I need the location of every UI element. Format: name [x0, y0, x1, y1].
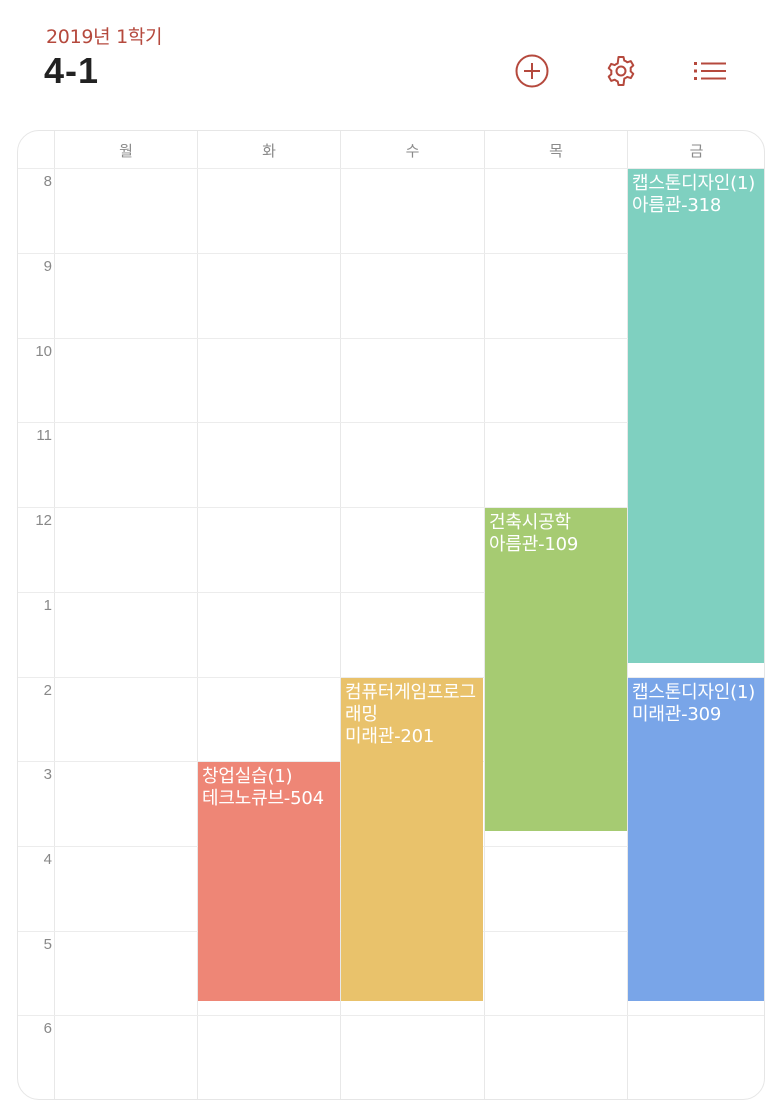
hour-label: 3	[43, 766, 52, 783]
course-block-startup-tue[interactable]: 창업실습(1) 테크노큐브-504	[198, 762, 340, 1001]
course-block-capstone-fri-pm[interactable]: 캡스톤디자인(1) 미래관-309	[628, 678, 764, 1001]
course-title: 캡스톤디자인(1)	[632, 682, 756, 703]
course-room: 아름관-318	[632, 195, 722, 216]
course-block-capstone-fri-am[interactable]: 캡스톤디자인(1) 아름관-318	[628, 169, 764, 663]
day-header-tue: 화	[262, 141, 276, 160]
course-room: 테크노큐브-504	[202, 788, 324, 809]
hour-label: 2	[43, 682, 52, 699]
hour-label: 9	[43, 258, 52, 275]
course-title: 창업실습(1)	[202, 766, 293, 787]
hour-label: 4	[43, 851, 52, 868]
timetable-grid: 월 화 수 목 금 8 9 10 11 12 1 2 3 4 5 6 캡스톤디자…	[17, 130, 765, 1100]
day-header-thu: 목	[549, 141, 563, 160]
hour-label: 5	[43, 936, 52, 953]
day-header-wed: 수	[405, 141, 420, 160]
hour-label: 11	[36, 427, 52, 444]
add-course-button[interactable]	[513, 52, 551, 90]
course-title: 캡스톤디자인(1)	[632, 173, 756, 194]
course-block-construction-thu[interactable]: 건축시공학 아름관-109	[485, 508, 627, 831]
course-room: 미래관-201	[345, 726, 435, 747]
day-header-mon: 월	[119, 141, 133, 160]
semester-label: 2019년 1학기	[46, 26, 163, 48]
hour-label: 6	[43, 1020, 52, 1037]
course-title: 컴퓨터게임프로그래밍	[345, 682, 476, 725]
day-header-fri: 금	[689, 141, 704, 160]
list-view-button[interactable]	[692, 52, 730, 90]
hour-label: 10	[35, 343, 52, 360]
plus-circle-icon	[515, 54, 549, 88]
hour-label: 12	[35, 512, 52, 529]
list-icon	[694, 62, 726, 80]
hour-label: 1	[43, 597, 52, 614]
course-title: 건축시공학	[489, 512, 571, 533]
settings-button[interactable]	[602, 52, 640, 90]
hour-label: 8	[43, 173, 52, 190]
gear-icon	[607, 56, 635, 86]
course-room: 아름관-109	[489, 534, 579, 555]
page-title: 4-1	[44, 50, 100, 91]
course-block-game-programming-wed[interactable]: 컴퓨터게임프로그래밍 미래관-201	[341, 678, 483, 1001]
course-room: 미래관-309	[632, 704, 722, 725]
